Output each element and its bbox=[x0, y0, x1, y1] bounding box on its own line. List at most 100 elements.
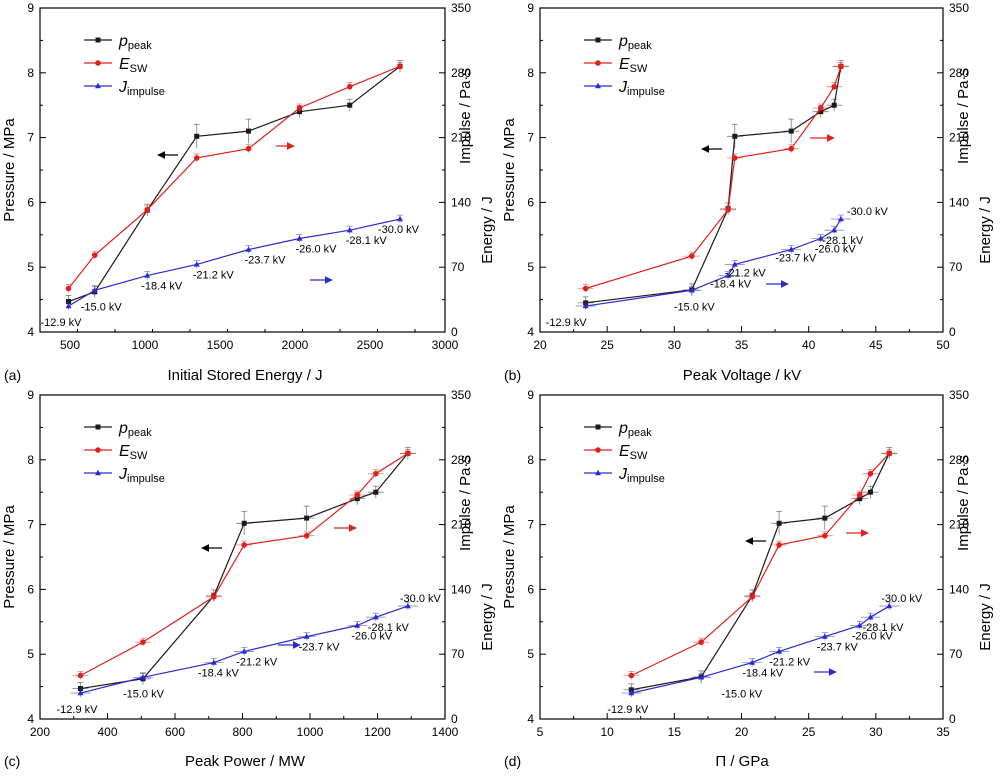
legend-label-sub: peak bbox=[628, 427, 652, 439]
x-tick-label: 1500 bbox=[207, 338, 234, 352]
E_SW-line bbox=[68, 65, 401, 289]
E_SW-line bbox=[631, 452, 890, 677]
y-left-tick-label: 6 bbox=[27, 582, 34, 596]
x-axis-title: Peak Power / MW bbox=[185, 753, 306, 770]
E_SW-point bbox=[867, 470, 874, 477]
x-tick-label: 1000 bbox=[297, 725, 324, 739]
voltage-label: -21.2 kV bbox=[769, 656, 811, 668]
voltage-label: -12.9 kV bbox=[41, 317, 83, 329]
voltage-label: -18.4 kV bbox=[710, 279, 752, 291]
voltage-label: -21.2 kV bbox=[725, 267, 767, 279]
J_impulse-point bbox=[77, 689, 84, 696]
y-right-tick-label: 0 bbox=[451, 712, 458, 726]
y-right-energy-title: Energy / J bbox=[479, 583, 496, 651]
y-left-tick-label: 4 bbox=[527, 712, 534, 726]
panel-a: 500 1000 1500 2000 2500 3000 4 5 6 7 8 9 0 70 140 210 28… bbox=[1, 1, 496, 384]
legend-marker bbox=[595, 82, 601, 89]
legend-marker bbox=[95, 469, 101, 476]
y-right-tick-label: 280 bbox=[451, 66, 471, 80]
y-right-tick-label: 70 bbox=[451, 260, 465, 274]
legend-marker bbox=[95, 60, 101, 66]
J_impulse-point bbox=[296, 235, 303, 241]
voltage-label: -18.4 kV bbox=[198, 668, 240, 680]
E_SW-point bbox=[725, 207, 731, 213]
E_SW-point bbox=[144, 207, 151, 213]
voltage-label: -12.9 kV bbox=[546, 317, 588, 329]
p_peak-point bbox=[831, 102, 837, 108]
voltage-label: -15.0 kV bbox=[674, 301, 716, 313]
voltage-label: -21.2 kV bbox=[193, 269, 235, 281]
p_peak-point bbox=[822, 515, 828, 521]
y-right-tick-label: 280 bbox=[949, 453, 969, 467]
J_impulse-point bbox=[725, 272, 732, 278]
J_impulse-point bbox=[582, 302, 589, 309]
E_SW-point bbox=[211, 594, 217, 600]
J_impulse-point bbox=[749, 659, 756, 665]
legend-label-main: E bbox=[119, 56, 130, 73]
y-right-impulse-title: Impulse / Pa·s bbox=[457, 455, 474, 551]
legend-label-main: p bbox=[618, 33, 628, 50]
legend-label-main: p bbox=[618, 420, 628, 437]
y-left-tick-label: 8 bbox=[527, 66, 534, 80]
voltage-label: -23.7 kV bbox=[299, 642, 341, 654]
x-tick-label: 15 bbox=[668, 725, 682, 739]
y-right-energy-title: Energy / J bbox=[479, 196, 496, 264]
J_impulse-point bbox=[731, 261, 738, 267]
x-tick-label: 1200 bbox=[364, 725, 391, 739]
J_impulse-point bbox=[245, 246, 252, 252]
J_impulse-point bbox=[372, 613, 379, 620]
p_peak-point bbox=[776, 520, 782, 526]
p_peak-point bbox=[732, 133, 738, 139]
J_impulse-point bbox=[404, 602, 411, 609]
voltage-label: -30.0 kV bbox=[881, 593, 923, 605]
p_peak-line bbox=[585, 66, 842, 304]
voltage-label: -12.9 kV bbox=[607, 704, 649, 716]
x-tick-label: 30 bbox=[668, 338, 682, 352]
E_SW-point bbox=[817, 105, 824, 111]
E_SW-point bbox=[776, 542, 782, 548]
legend-label-main: J bbox=[618, 79, 628, 96]
legend-marker bbox=[595, 424, 601, 430]
J_impulse-point bbox=[303, 633, 310, 639]
J_impulse-point bbox=[241, 648, 248, 654]
J_impulse-point bbox=[65, 302, 72, 309]
J_impulse-line bbox=[80, 605, 409, 694]
y-left-axis-title: Pressure / MPa bbox=[1, 505, 18, 609]
legend-label-main: E bbox=[619, 443, 630, 460]
E_SW-point bbox=[628, 672, 635, 679]
E_SW-point bbox=[838, 63, 844, 70]
voltage-label: -21.2 kV bbox=[236, 656, 278, 668]
legend-marker bbox=[595, 37, 601, 43]
legend-label-sub: peak bbox=[128, 40, 152, 52]
y-right-energy-title: Energy / J bbox=[977, 196, 994, 264]
J_impulse-point bbox=[91, 287, 98, 293]
E_SW-point bbox=[241, 542, 247, 548]
legend-label-sub: impulse bbox=[627, 473, 665, 485]
x-tick-label: 35 bbox=[936, 725, 950, 739]
legend-label: ppeak bbox=[618, 33, 652, 52]
legend-label-main: E bbox=[619, 56, 630, 73]
legend-label: ESW bbox=[119, 443, 148, 462]
voltage-label: -23.7 kV bbox=[817, 642, 859, 654]
x-axis-title: Π / GPa bbox=[715, 753, 769, 770]
voltage-label: -26.0 kV bbox=[296, 244, 338, 256]
J_impulse-point bbox=[698, 674, 705, 680]
x-tick-label: 50 bbox=[936, 338, 950, 352]
x-tick-label: 1000 bbox=[132, 338, 159, 352]
y-left-tick-label: 4 bbox=[527, 325, 534, 339]
legend-label-sub: SW bbox=[130, 450, 148, 462]
voltage-label: -23.7 kV bbox=[775, 253, 817, 265]
J_impulse-point bbox=[817, 235, 824, 241]
legend-label: ESW bbox=[619, 56, 648, 75]
p_peak-point bbox=[78, 686, 83, 692]
x-tick-label: 5 bbox=[537, 725, 544, 739]
y-left-tick-label: 4 bbox=[27, 712, 34, 726]
x-tick-label: 35 bbox=[735, 338, 749, 352]
E_SW-point bbox=[193, 155, 200, 161]
panel-label: (c) bbox=[4, 753, 20, 769]
legend-label-sub: impulse bbox=[127, 473, 165, 485]
y-left-tick-label: 4 bbox=[27, 325, 34, 339]
voltage-label: -18.4 kV bbox=[141, 281, 183, 293]
legend-label-sub: SW bbox=[630, 450, 648, 462]
